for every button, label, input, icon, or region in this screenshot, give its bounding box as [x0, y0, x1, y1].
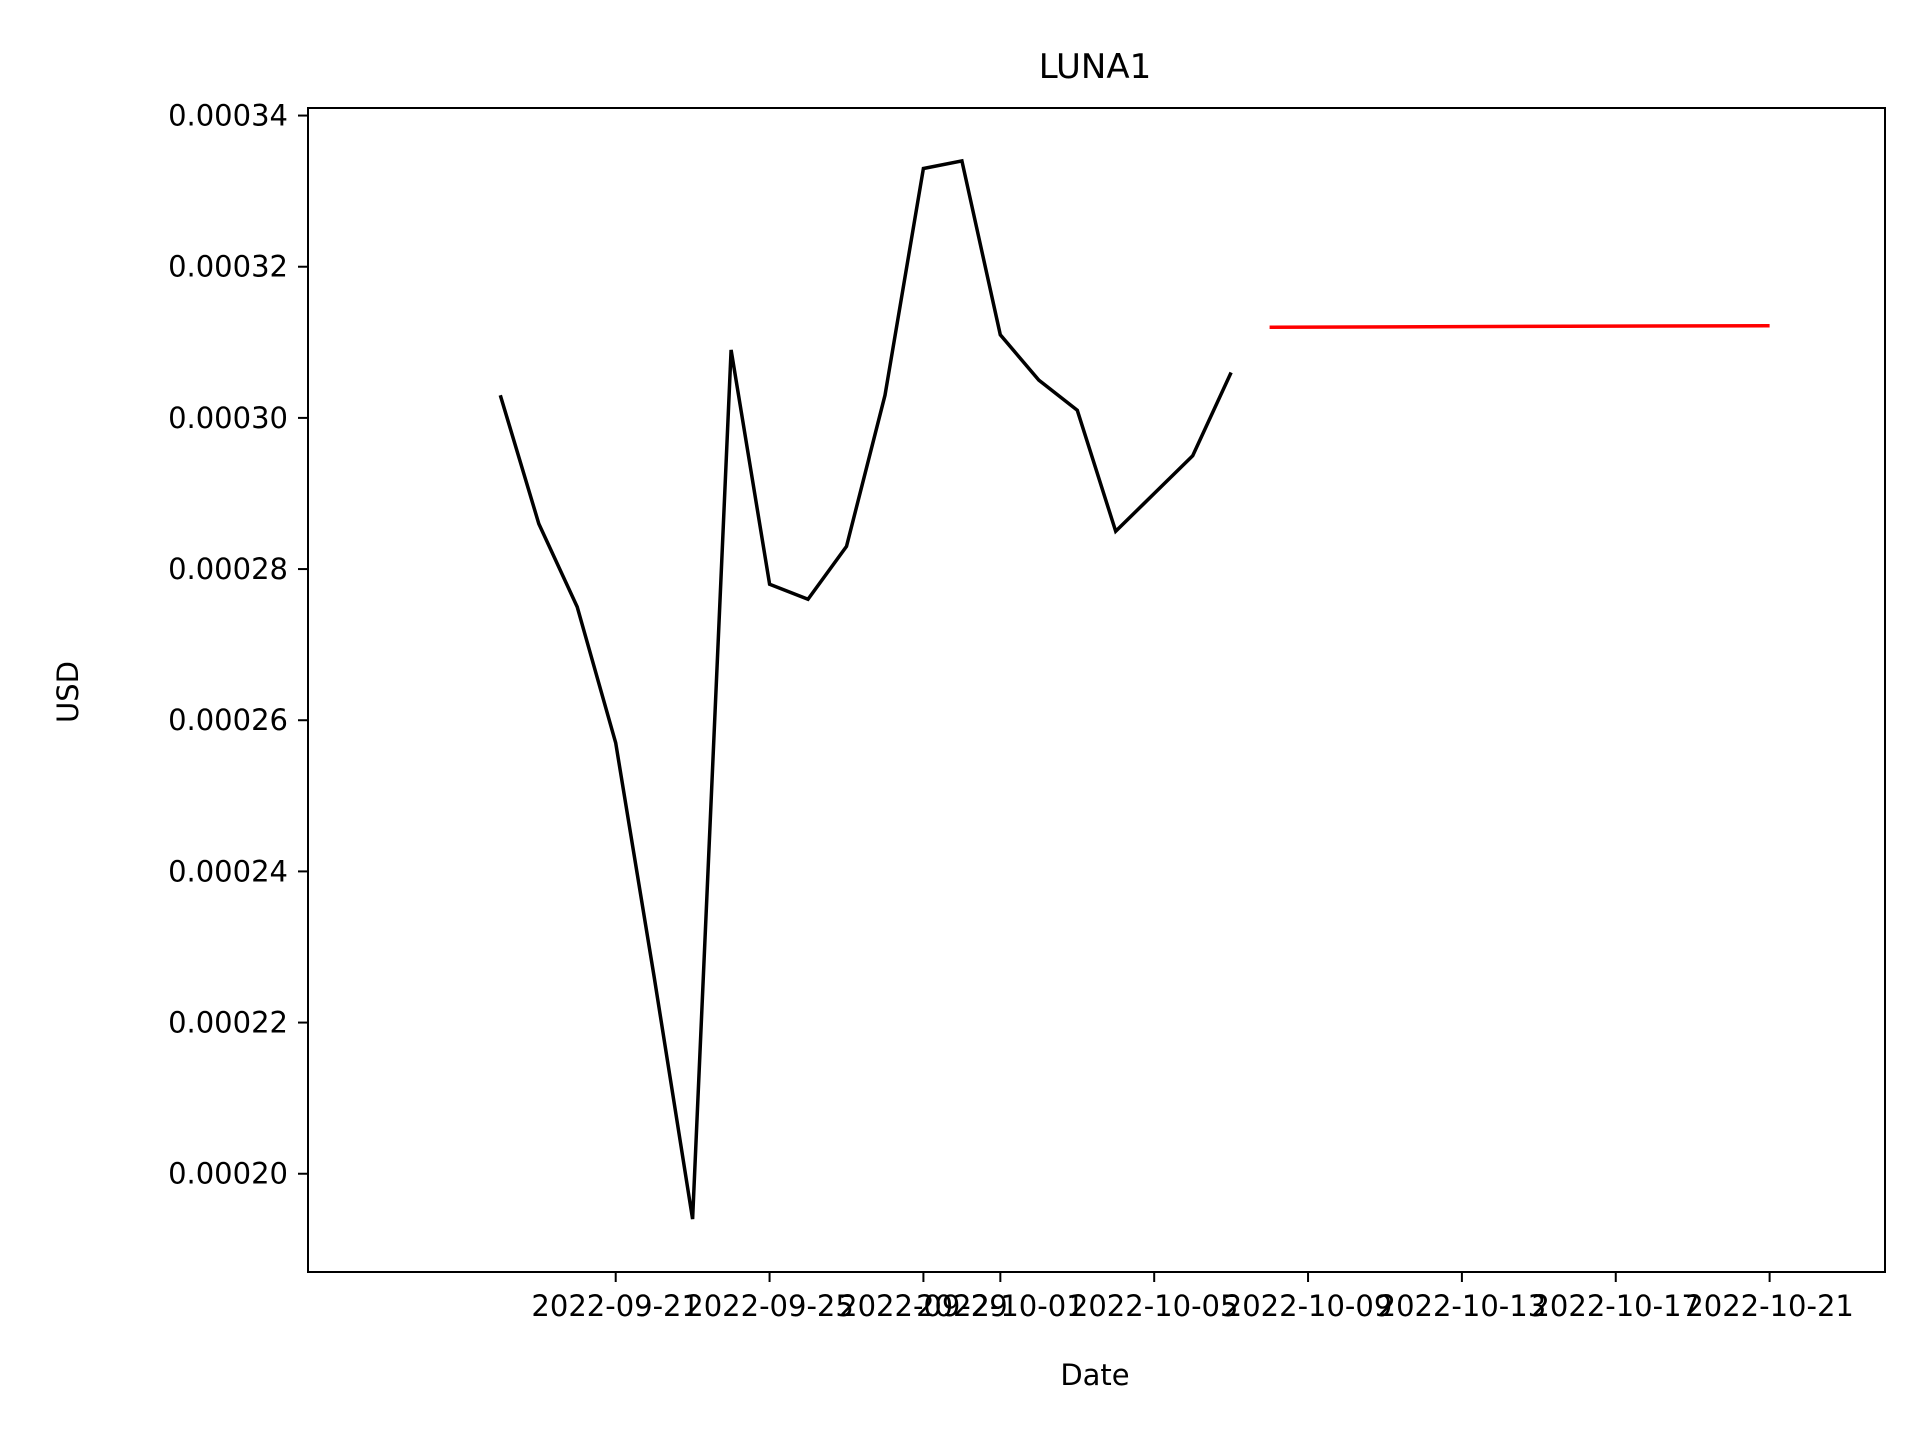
plot-frame [307, 107, 1886, 1273]
series-line-1 [498, 158, 1233, 1220]
y-tick-label: 0.00026 [168, 703, 288, 737]
series-line-2 [1269, 323, 1770, 329]
y-axis-label: USD [51, 661, 85, 723]
x-tick-label: 2022-10-01 [916, 1289, 1085, 1323]
x-tick-label: 2022-09-25 [685, 1289, 854, 1323]
chart-title: LUNA1 [1039, 47, 1151, 87]
x-axis-label: Date [1060, 1358, 1129, 1392]
x-tick-label: 2022-10-17 [1531, 1289, 1700, 1323]
y-tick-label: 0.00028 [168, 552, 288, 586]
x-tick-label: 2022-10-21 [1685, 1289, 1854, 1323]
x-tick-label: 2022-09-29 [839, 1289, 1008, 1323]
x-tick-label: 2022-10-05 [1070, 1289, 1239, 1323]
y-ticks: 0.00020 0.00022 0.00024 0.00026 0.00028 0.000… [168, 99, 308, 1191]
y-tick-label: 0.00034 [168, 99, 288, 133]
x-tick-label: 2022-09-21 [531, 1289, 700, 1323]
series-layer [498, 158, 1770, 1220]
y-tick-label: 0.00030 [168, 401, 288, 435]
x-tick-label: 2022-10-09 [1224, 1289, 1393, 1323]
x-tick-label: 2022-10-13 [1378, 1289, 1547, 1323]
x-ticks: 2022-09-212022-09-252022-09-292022-10-01… [531, 1272, 1854, 1323]
y-tick-label: 0.00032 [168, 250, 288, 284]
y-tick-label: 0.00022 [168, 1006, 288, 1040]
y-tick-label: 0.00024 [168, 854, 288, 888]
y-tick-label: 0.00020 [168, 1157, 288, 1191]
